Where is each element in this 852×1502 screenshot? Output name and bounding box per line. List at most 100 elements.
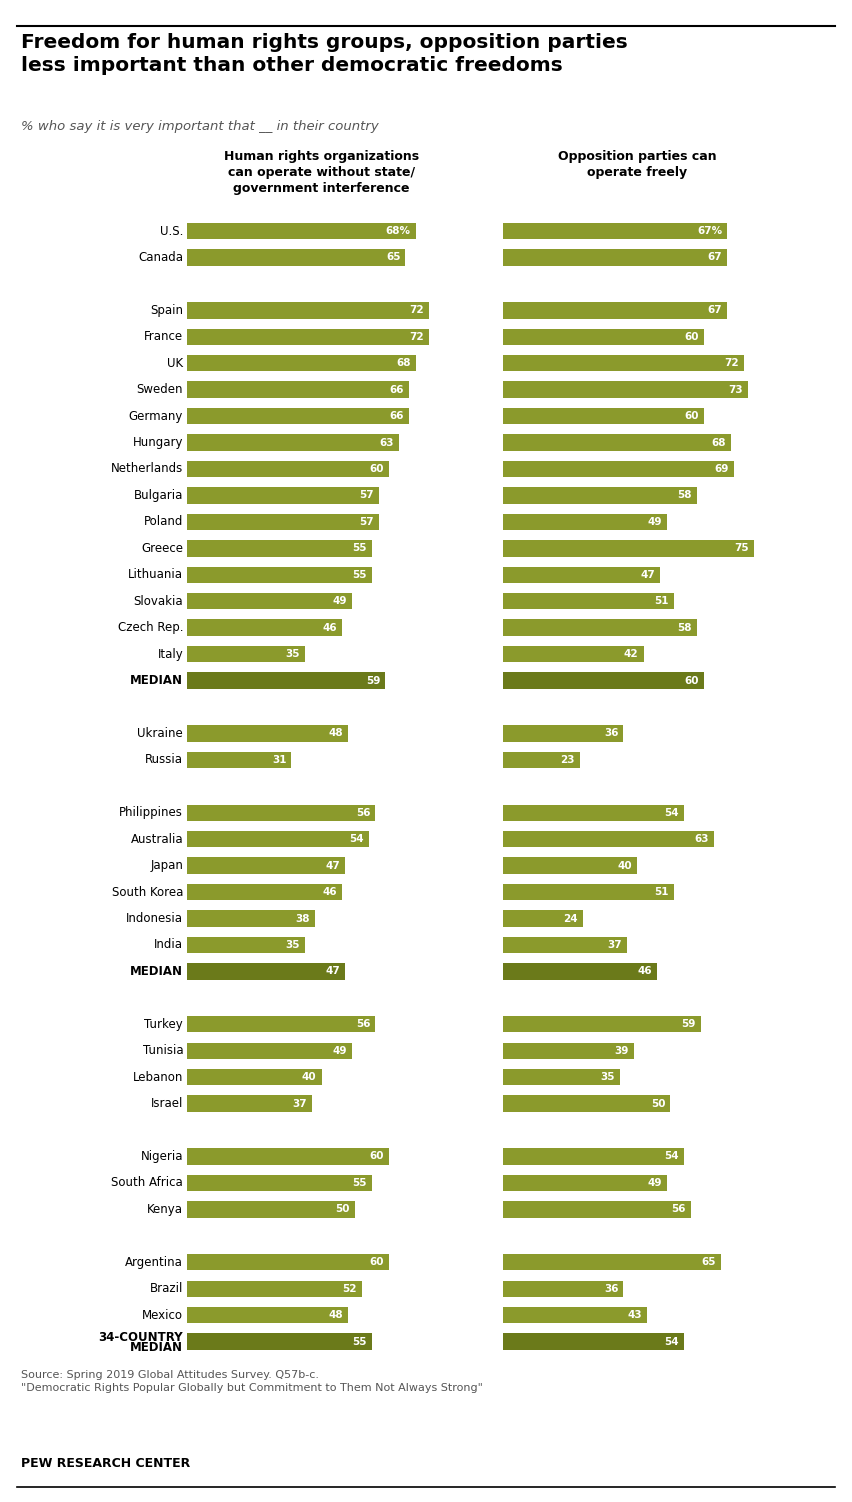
FancyBboxPatch shape [503,805,684,822]
Text: 38: 38 [296,913,310,924]
FancyBboxPatch shape [503,937,627,954]
Text: 49: 49 [648,517,662,527]
Text: 56: 56 [355,808,371,817]
Text: Kenya: Kenya [147,1203,183,1217]
Text: 47: 47 [641,569,655,580]
Text: 68: 68 [711,437,726,448]
Text: 73: 73 [728,385,742,395]
Text: 56: 56 [355,1020,371,1029]
Text: 24: 24 [563,913,578,924]
FancyBboxPatch shape [503,1202,691,1218]
Text: 59: 59 [681,1020,695,1029]
Text: 55: 55 [353,1337,367,1347]
Text: Lebanon: Lebanon [133,1071,183,1083]
Text: 72: 72 [724,357,739,368]
FancyBboxPatch shape [503,831,714,847]
Text: Tunisia: Tunisia [142,1044,183,1057]
Text: 49: 49 [648,1178,662,1188]
Text: 51: 51 [654,596,669,607]
Text: 40: 40 [617,861,631,871]
Text: 72: 72 [409,305,424,315]
FancyBboxPatch shape [187,1175,372,1191]
Text: Lithuania: Lithuania [128,568,183,581]
FancyBboxPatch shape [187,751,291,768]
Text: 43: 43 [627,1310,642,1320]
Text: 63: 63 [379,437,394,448]
Text: 67%: 67% [697,225,722,236]
FancyBboxPatch shape [187,910,315,927]
Text: Israel: Israel [151,1096,183,1110]
FancyBboxPatch shape [503,858,637,874]
Text: Germany: Germany [129,410,183,422]
FancyBboxPatch shape [503,725,624,742]
FancyBboxPatch shape [503,354,745,371]
Text: 75: 75 [734,544,749,553]
Text: Source: Spring 2019 Global Attitudes Survey. Q57b-c.
"Democratic Rights Popular : Source: Spring 2019 Global Attitudes Sur… [21,1370,483,1392]
Text: Australia: Australia [130,832,183,846]
Text: 31: 31 [272,756,286,765]
FancyBboxPatch shape [187,593,352,610]
Text: South Korea: South Korea [112,886,183,898]
FancyBboxPatch shape [503,222,728,239]
Text: India: India [154,939,183,951]
Text: 40: 40 [302,1072,317,1081]
FancyBboxPatch shape [503,963,657,979]
Text: 54: 54 [664,808,679,817]
FancyBboxPatch shape [503,751,580,768]
Text: Sweden: Sweden [136,383,183,397]
Text: 65: 65 [386,252,400,263]
Text: 36: 36 [604,1284,619,1293]
FancyBboxPatch shape [187,434,399,451]
Text: Ukraine: Ukraine [137,727,183,740]
Text: Opposition parties can
operate freely: Opposition parties can operate freely [557,150,717,179]
FancyBboxPatch shape [187,1202,355,1218]
Text: Slovakia: Slovakia [134,595,183,608]
FancyBboxPatch shape [187,1015,375,1032]
Text: 55: 55 [353,1178,367,1188]
Text: Indonesia: Indonesia [126,912,183,925]
Text: 51: 51 [654,888,669,897]
Text: 59: 59 [366,676,380,685]
Text: 47: 47 [325,966,340,976]
FancyBboxPatch shape [187,354,416,371]
Text: Argentina: Argentina [125,1256,183,1269]
Text: 69: 69 [715,464,729,475]
FancyBboxPatch shape [187,831,369,847]
Text: 57: 57 [359,517,373,527]
FancyBboxPatch shape [503,434,731,451]
Text: 50: 50 [651,1098,665,1108]
FancyBboxPatch shape [187,1334,372,1350]
Text: U.S.: U.S. [160,224,183,237]
Text: 54: 54 [664,1152,679,1161]
Text: 55: 55 [353,544,367,553]
FancyBboxPatch shape [503,673,704,689]
Text: 48: 48 [329,1310,343,1320]
Text: Czech Rep.: Czech Rep. [118,622,183,634]
FancyBboxPatch shape [187,619,342,635]
FancyBboxPatch shape [187,514,378,530]
Text: Freedom for human rights groups, opposition parties
less important than other de: Freedom for human rights groups, opposit… [21,33,628,75]
FancyBboxPatch shape [187,646,305,662]
Text: Turkey: Turkey [145,1018,183,1030]
Text: 52: 52 [343,1284,357,1293]
Text: 60: 60 [369,464,383,475]
Text: 35: 35 [285,649,300,659]
FancyBboxPatch shape [187,409,409,424]
FancyBboxPatch shape [503,302,728,318]
FancyBboxPatch shape [503,593,674,610]
Text: Greece: Greece [141,542,183,554]
Text: Italy: Italy [158,647,183,661]
FancyBboxPatch shape [503,487,697,503]
Text: 57: 57 [359,491,373,500]
FancyBboxPatch shape [187,541,372,557]
Text: 37: 37 [607,940,622,949]
FancyBboxPatch shape [503,910,583,927]
FancyBboxPatch shape [503,1095,671,1111]
FancyBboxPatch shape [503,1015,700,1032]
FancyBboxPatch shape [503,1069,620,1086]
Text: 54: 54 [664,1337,679,1347]
FancyBboxPatch shape [503,1307,647,1323]
Text: 48: 48 [329,728,343,739]
Text: 54: 54 [348,834,364,844]
Text: 39: 39 [614,1045,629,1056]
